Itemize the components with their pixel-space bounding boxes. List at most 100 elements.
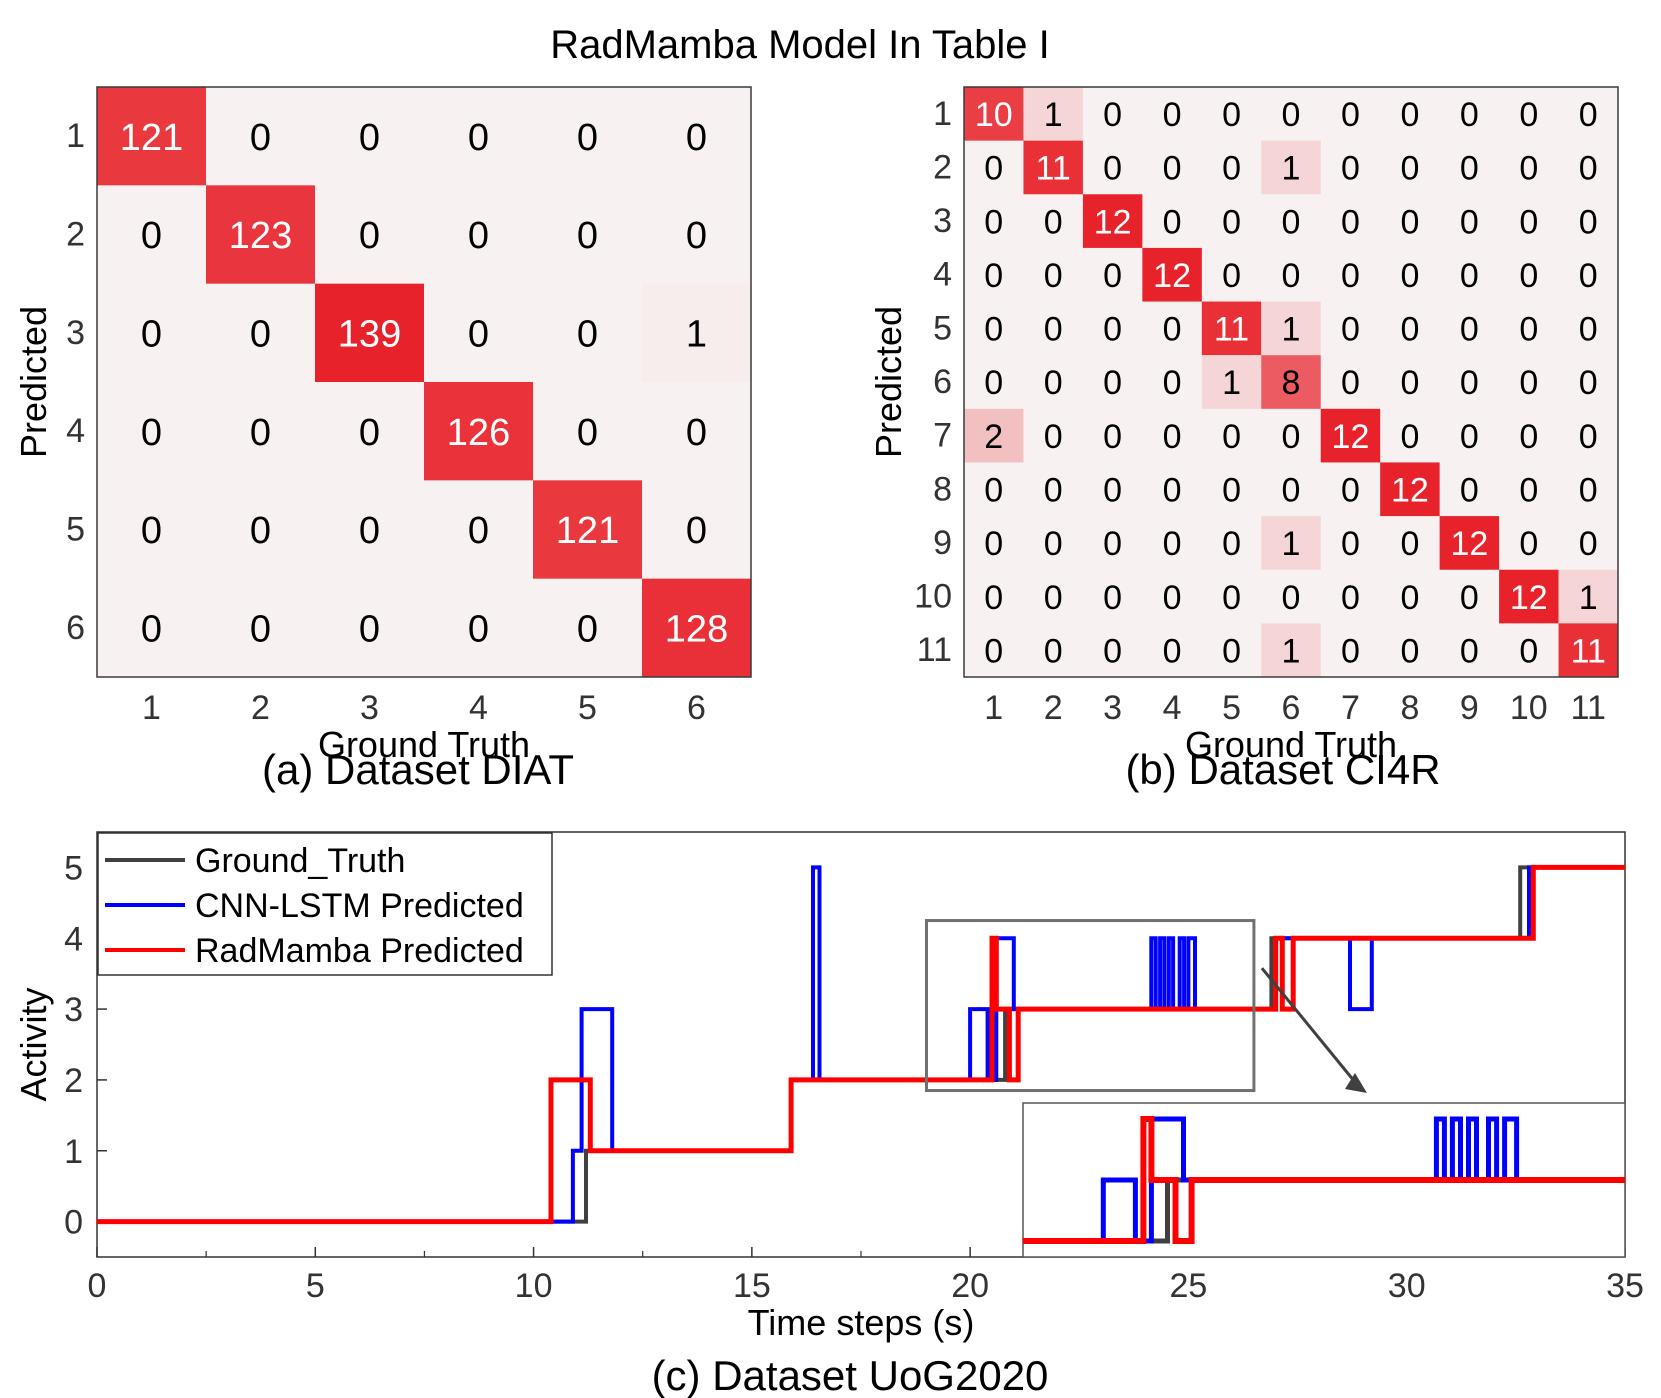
diat-cell-value: 0 [141, 215, 162, 257]
ci4r-cell-value: 8 [1282, 364, 1301, 402]
ci4r-cell-value: 1 [1222, 364, 1241, 402]
diat-cell-value: 0 [359, 215, 380, 257]
ci4r-cell-value: 12 [1391, 472, 1429, 510]
figure-title: RadMamba Model In Table I [550, 23, 1050, 67]
ci4r-cell-value: 0 [1519, 525, 1538, 563]
ci4r-cell-value: 0 [1222, 418, 1241, 456]
ci4r-cell-value: 0 [1282, 203, 1301, 241]
uog-x-tick-label: 25 [1170, 1267, 1208, 1305]
uog-inset-lines [1023, 1116, 1625, 1244]
ci4r-cell-value: 2 [984, 418, 1003, 456]
ci4r-y-tick-label: 11 [917, 631, 952, 669]
ci4r-cell-value: 0 [1282, 579, 1301, 617]
ci4r-cell-value: 0 [1519, 311, 1538, 349]
ci4r-cell-value: 0 [984, 632, 1003, 670]
diat-cell-value: 0 [359, 412, 380, 454]
diat-x-tick-label: 3 [360, 689, 379, 727]
diat-cell-value: 0 [359, 609, 380, 651]
ci4r-x-tick-label: 7 [1341, 689, 1360, 727]
ci4r-cell-value: 0 [1519, 257, 1538, 295]
diat-cell-value: 1 [686, 314, 707, 356]
ci4r-cell-value: 0 [1579, 472, 1598, 510]
ci4r-y-tick-label: 8 [933, 470, 952, 508]
ci4r-cell-value: 0 [1519, 472, 1538, 510]
diat-cell-value: 126 [447, 412, 510, 454]
ci4r-cell-value: 0 [1103, 364, 1122, 402]
ci4r-x-axis-label: Ground Truth [1185, 724, 1397, 765]
diat-cell-value: 0 [686, 510, 707, 552]
diat-x-axis-label: Ground Truth [318, 724, 530, 765]
ci4r-cell-value: 0 [1579, 525, 1598, 563]
ci4r-cell-value: 0 [1222, 579, 1241, 617]
ci4r-y-tick-label: 2 [933, 148, 952, 186]
ci4r-cell [1558, 623, 1618, 677]
ci4r-cell-value: 0 [1460, 472, 1479, 510]
ci4r-y-tick-label: 10 [914, 578, 952, 616]
diat-cell-value: 0 [686, 215, 707, 257]
ci4r-cell-value: 12 [1153, 257, 1191, 295]
ci4r-cell-value: 0 [1400, 311, 1419, 349]
ci4r-cell [1558, 569, 1618, 624]
diat-cell-value: 0 [141, 314, 162, 356]
ci4r-y-tick-label: 5 [933, 309, 952, 347]
ci4r-cell [964, 87, 1024, 141]
diat-cell-value: 0 [141, 510, 162, 552]
ci4r-cell [1380, 462, 1440, 517]
ci4r-cell-value: 12 [1450, 525, 1488, 563]
uog-y-tick-label: 5 [64, 849, 83, 887]
uog-x-tick-label: 35 [1606, 1267, 1644, 1305]
diat-cell [642, 283, 751, 382]
uog-x-tick-label: 30 [1388, 1267, 1426, 1305]
ci4r-cell-value: 0 [1044, 311, 1063, 349]
ci4r-cell-value: 0 [1044, 364, 1063, 402]
ci4r-cell-value: 12 [1094, 203, 1132, 241]
ci4r-cell-value: 0 [1163, 96, 1182, 134]
ci4r-y-tick-label: 6 [933, 363, 952, 401]
uog-x-tick-label: 20 [951, 1267, 989, 1305]
ci4r-cell-value: 0 [1044, 203, 1063, 241]
confusion-matrix-ci4r: 10 1 0 0 0 0 0 0 0 0 00 11 0 0 0 1 0 0 0 0 00 0 12 0 0 0 0 0 0 0 00 0 0 1… [868, 86, 1619, 765]
diat-cell-value: 0 [141, 609, 162, 651]
diat-x-tick-label: 6 [687, 689, 706, 727]
diat-x-tick-label: 1 [142, 689, 161, 727]
diat-cell-value: 0 [468, 510, 489, 552]
ci4r-cell [1023, 87, 1083, 141]
uog-x-axis-label: Time steps (s) [748, 1302, 975, 1343]
ci4r-cell-value: 0 [1163, 418, 1182, 456]
ci4r-x-tick-label: 6 [1282, 689, 1301, 727]
ci4r-cell-value: 0 [1460, 203, 1479, 241]
ci4r-cell-value: 0 [1222, 203, 1241, 241]
uog-legend-label-ground-truth: Ground_Truth [195, 842, 405, 880]
uog-x-tick-label: 15 [733, 1267, 771, 1305]
ci4r-cell-value: 0 [1044, 257, 1063, 295]
ci4r-cell-value: 0 [1222, 472, 1241, 510]
uog-legend: Ground_Truth CNN-LSTM Predicted RadMamba P… [97, 832, 553, 976]
ci4r-cell-value: 1 [1282, 150, 1301, 188]
ci4r-cell-value: 0 [1222, 632, 1241, 670]
confusion-matrix-diat: 121 0 0 0 0 00 123 0 0 0 00 0 139 0 0 10 0 0 126 0 00 0 0 0 121 0… [13, 86, 752, 765]
diat-y-tick-label: 6 [66, 609, 85, 647]
ci4r-cell-value: 0 [1400, 96, 1419, 134]
ci4r-cell-value: 0 [1519, 418, 1538, 456]
ci4r-cell [1261, 623, 1321, 677]
ci4r-cell-value: 0 [1044, 418, 1063, 456]
diat-y-tick-label: 1 [66, 117, 85, 155]
ci4r-cell-value: 1 [1044, 96, 1063, 134]
ci4r-cell-value: 11 [1571, 632, 1606, 670]
ci4r-cell [1082, 194, 1143, 248]
uog-legend-label-radmamba: RadMamba Predicted [195, 932, 524, 970]
ci4r-cell-value: 0 [984, 579, 1003, 617]
ci4r-cell-value: 0 [1282, 418, 1301, 456]
ci4r-cell-value: 0 [1341, 203, 1360, 241]
diat-cell-value: 0 [250, 510, 271, 552]
ci4r-cell-value: 0 [1341, 525, 1360, 563]
ci4r-cell-value: 0 [1460, 150, 1479, 188]
ci4r-cell-value: 0 [1519, 203, 1538, 241]
ci4r-cell-value: 0 [1400, 632, 1419, 670]
ci4r-cell-value: 0 [1103, 525, 1122, 563]
diat-cell-value: 0 [468, 117, 489, 159]
diat-cell-value: 0 [359, 117, 380, 159]
uog-legend-label-cnn-lstm: CNN-LSTM Predicted [195, 887, 524, 925]
ci4r-cell-value: 0 [1400, 257, 1419, 295]
ci4r-cell-value: 0 [1579, 418, 1598, 456]
